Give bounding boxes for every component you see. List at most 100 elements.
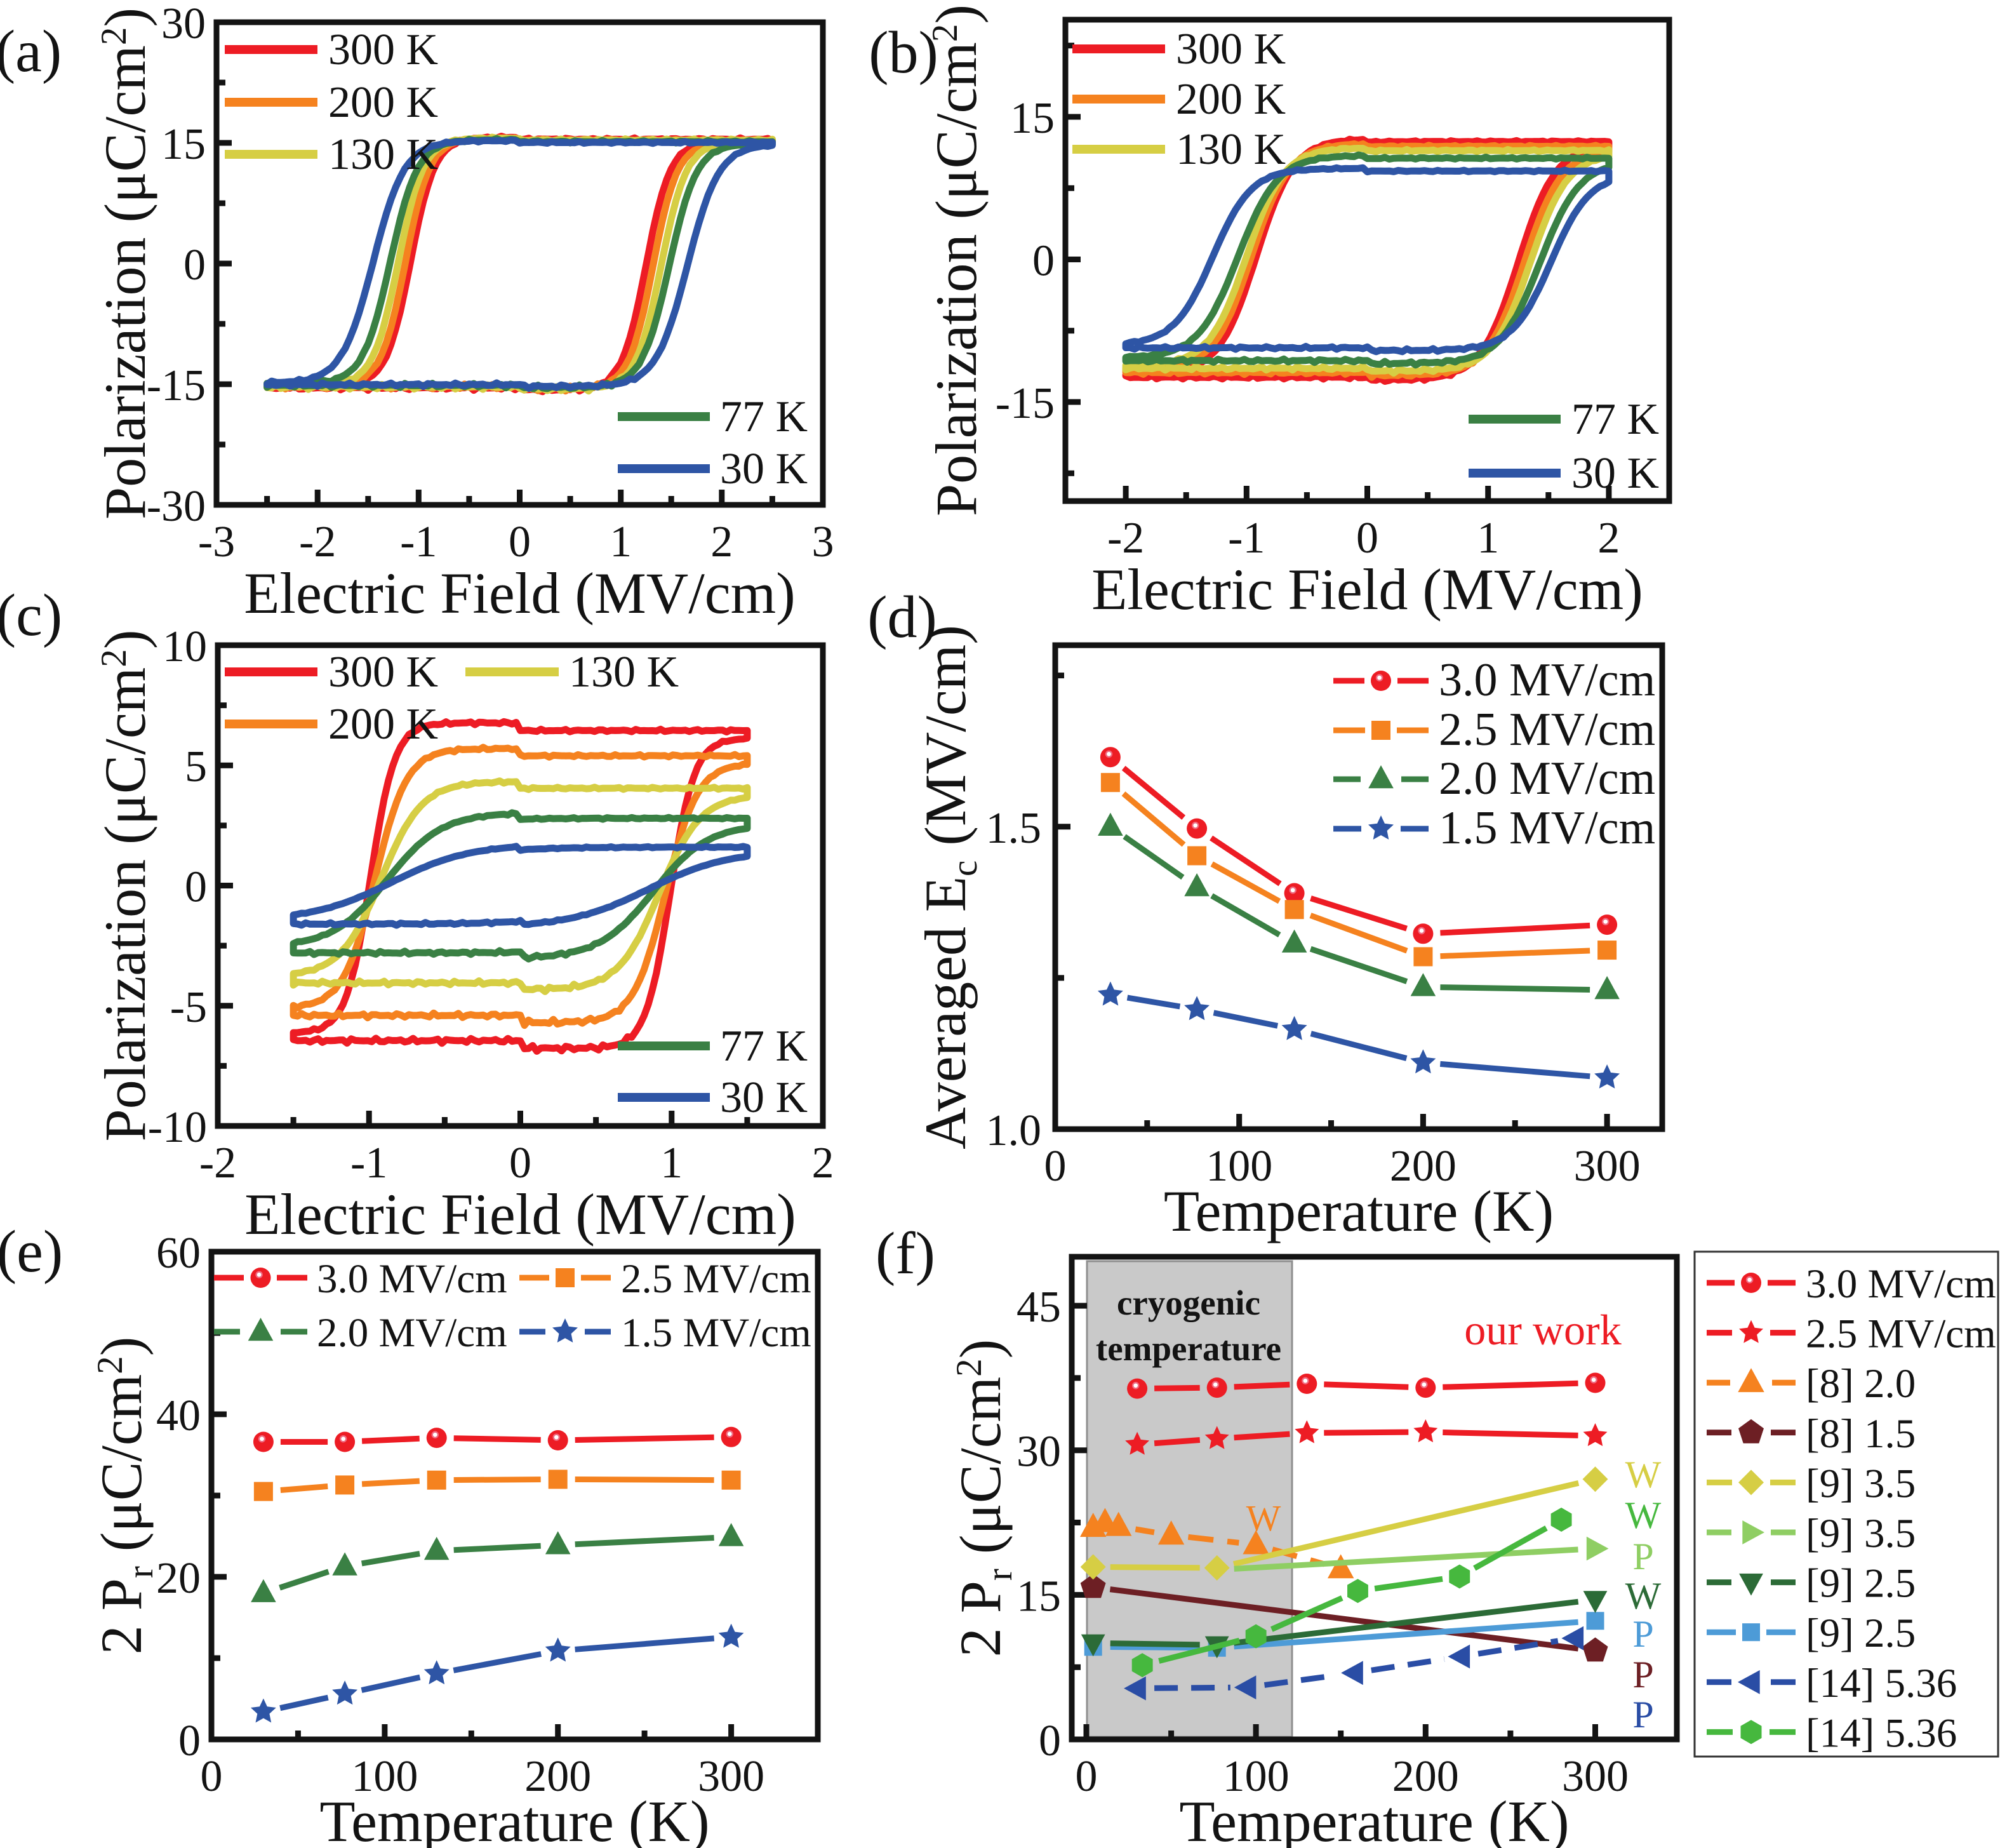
svg-text:[9] 2.5: [9] 2.5 bbox=[1806, 1610, 1916, 1656]
svg-text:130 K: 130 K bbox=[569, 648, 679, 697]
svg-text:2: 2 bbox=[812, 1139, 834, 1188]
svg-text:1: 1 bbox=[660, 1139, 683, 1188]
svg-text:30 K: 30 K bbox=[1571, 449, 1659, 498]
svg-text:2: 2 bbox=[710, 518, 733, 566]
svg-text:3.0 MV/cm: 3.0 MV/cm bbox=[1439, 654, 1655, 706]
svg-text:-1: -1 bbox=[350, 1139, 387, 1188]
svg-text:100: 100 bbox=[351, 1752, 418, 1801]
svg-text:15: 15 bbox=[1017, 1572, 1061, 1621]
svg-text:2.5 MV/cm: 2.5 MV/cm bbox=[1439, 704, 1655, 756]
svg-text:1.0: 1.0 bbox=[986, 1106, 1042, 1155]
svg-text:W: W bbox=[1625, 1575, 1662, 1617]
svg-text:100: 100 bbox=[1206, 1142, 1272, 1191]
svg-text:1: 1 bbox=[1477, 514, 1499, 563]
svg-text:1.5: 1.5 bbox=[986, 804, 1042, 853]
svg-text:-30: -30 bbox=[147, 482, 206, 531]
svg-text:-3: -3 bbox=[198, 518, 235, 566]
svg-text:[9] 3.5: [9] 3.5 bbox=[1806, 1461, 1916, 1506]
svg-text:10: 10 bbox=[163, 622, 207, 671]
svg-text:Temperature (K): Temperature (K) bbox=[319, 1789, 709, 1848]
svg-text:0: 0 bbox=[1076, 1752, 1098, 1801]
svg-text:300: 300 bbox=[1562, 1752, 1629, 1801]
svg-text:Temperature (K): Temperature (K) bbox=[1164, 1179, 1554, 1243]
svg-text:30 K: 30 K bbox=[720, 445, 808, 493]
svg-text:200: 200 bbox=[1392, 1752, 1459, 1801]
svg-text:100: 100 bbox=[1223, 1752, 1290, 1801]
svg-text:300: 300 bbox=[698, 1752, 764, 1801]
svg-text:3.0 MV/cm: 3.0 MV/cm bbox=[1806, 1261, 1996, 1307]
svg-text:20: 20 bbox=[156, 1554, 201, 1603]
svg-text:our work: our work bbox=[1464, 1306, 1621, 1354]
svg-text:0: 0 bbox=[1032, 237, 1055, 286]
svg-text:Electric Field (MV/cm): Electric Field (MV/cm) bbox=[244, 1182, 796, 1247]
svg-text:130 K: 130 K bbox=[328, 130, 438, 179]
svg-text:2 Pr (μC/cm2): 2 Pr (μC/cm2) bbox=[948, 1339, 1020, 1657]
svg-text:-1: -1 bbox=[400, 518, 437, 566]
svg-text:P: P bbox=[1632, 1613, 1653, 1655]
svg-text:-15: -15 bbox=[996, 379, 1055, 428]
svg-text:1.5 MV/cm: 1.5 MV/cm bbox=[1439, 802, 1655, 854]
svg-text:(f): (f) bbox=[876, 1221, 935, 1287]
svg-text:5: 5 bbox=[185, 742, 207, 791]
svg-text:77 K: 77 K bbox=[720, 392, 808, 441]
svg-text:0: 0 bbox=[178, 1717, 201, 1765]
svg-text:15: 15 bbox=[161, 120, 206, 169]
svg-text:Electric Field (MV/cm): Electric Field (MV/cm) bbox=[244, 561, 796, 626]
svg-text:temperature: temperature bbox=[1096, 1329, 1281, 1368]
svg-text:W: W bbox=[1625, 1494, 1662, 1536]
svg-text:P: P bbox=[1632, 1694, 1653, 1736]
svg-text:Polarization (μC/cm2): Polarization (μC/cm2) bbox=[93, 630, 157, 1142]
svg-text:200: 200 bbox=[1390, 1142, 1457, 1191]
svg-text:2 Pr (μC/cm2): 2 Pr (μC/cm2) bbox=[89, 1337, 161, 1655]
svg-text:300 K: 300 K bbox=[1176, 25, 1286, 74]
svg-text:200: 200 bbox=[524, 1752, 591, 1801]
svg-text:0: 0 bbox=[1039, 1717, 1061, 1765]
svg-text:P: P bbox=[1632, 1536, 1653, 1577]
svg-text:-2: -2 bbox=[199, 1139, 236, 1188]
svg-text:0: 0 bbox=[185, 863, 207, 912]
svg-text:-2: -2 bbox=[1107, 514, 1144, 563]
svg-text:60: 60 bbox=[156, 1229, 201, 1278]
svg-text:(e): (e) bbox=[0, 1219, 63, 1285]
svg-text:30: 30 bbox=[161, 0, 206, 48]
svg-text:3: 3 bbox=[812, 518, 834, 566]
svg-text:77 K: 77 K bbox=[720, 1022, 808, 1071]
svg-text:(d): (d) bbox=[867, 584, 937, 650]
svg-text:[9] 3.5: [9] 3.5 bbox=[1806, 1511, 1916, 1557]
svg-text:2.5 MV/cm: 2.5 MV/cm bbox=[1806, 1311, 1996, 1357]
svg-text:77 K: 77 K bbox=[1571, 395, 1659, 444]
svg-text:200 K: 200 K bbox=[328, 78, 438, 127]
svg-text:[14] 5.36: [14] 5.36 bbox=[1806, 1710, 1957, 1756]
svg-text:130 K: 130 K bbox=[1176, 125, 1286, 174]
svg-text:45: 45 bbox=[1017, 1283, 1061, 1332]
svg-text:-1: -1 bbox=[1228, 514, 1265, 563]
svg-text:0: 0 bbox=[201, 1752, 223, 1801]
svg-text:0: 0 bbox=[183, 241, 206, 290]
svg-text:Temperature (K): Temperature (K) bbox=[1179, 1789, 1569, 1848]
svg-text:40: 40 bbox=[156, 1391, 201, 1440]
svg-text:cryogenic: cryogenic bbox=[1117, 1283, 1260, 1322]
svg-text:300 K: 300 K bbox=[328, 648, 438, 697]
svg-text:(a): (a) bbox=[0, 18, 62, 84]
svg-text:200 K: 200 K bbox=[1176, 75, 1286, 124]
svg-text:0: 0 bbox=[509, 1139, 531, 1188]
svg-text:W: W bbox=[1246, 1497, 1281, 1539]
svg-text:Polarization (μC/cm2): Polarization (μC/cm2) bbox=[924, 4, 989, 516]
svg-text:2.0 MV/cm: 2.0 MV/cm bbox=[1439, 753, 1655, 805]
svg-text:0: 0 bbox=[509, 518, 531, 566]
svg-text:-15: -15 bbox=[147, 361, 206, 410]
svg-text:0: 0 bbox=[1044, 1142, 1067, 1191]
svg-text:300: 300 bbox=[1574, 1142, 1641, 1191]
svg-text:W: W bbox=[1625, 1454, 1662, 1496]
svg-text:[8] 2.0: [8] 2.0 bbox=[1806, 1361, 1916, 1407]
svg-text:2.5 MV/cm: 2.5 MV/cm bbox=[621, 1256, 811, 1302]
svg-text:[8] 1.5: [8] 1.5 bbox=[1806, 1411, 1916, 1457]
svg-text:300 K: 300 K bbox=[328, 25, 438, 74]
svg-text:[9] 2.5: [9] 2.5 bbox=[1806, 1561, 1916, 1607]
svg-text:Averaged Ec (MV/cm): Averaged Ec (MV/cm) bbox=[913, 625, 985, 1149]
svg-text:200 K: 200 K bbox=[328, 700, 438, 749]
svg-text:0: 0 bbox=[1356, 514, 1378, 563]
svg-text:-5: -5 bbox=[170, 983, 207, 1032]
svg-text:30 K: 30 K bbox=[720, 1073, 808, 1122]
svg-text:[14] 5.36: [14] 5.36 bbox=[1806, 1661, 1957, 1706]
